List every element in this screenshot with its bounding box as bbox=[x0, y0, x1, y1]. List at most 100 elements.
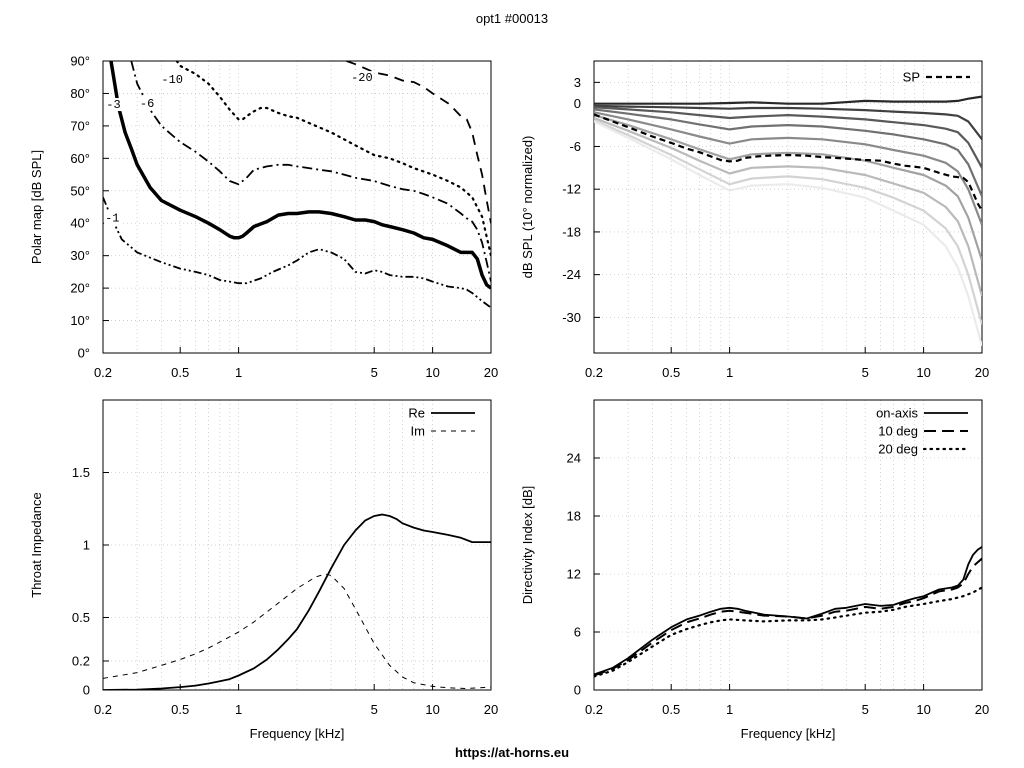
impedance-x-axis-label: Frequency [kHz] bbox=[250, 726, 345, 741]
impedance-x-tick-label: 0.5 bbox=[171, 702, 189, 717]
polar-annotation-bg bbox=[160, 73, 185, 87]
di-x-tick-label: 0.5 bbox=[662, 702, 680, 717]
polar-y-tick-label: 70° bbox=[70, 118, 90, 133]
normalized-polar-curve-90deg bbox=[594, 120, 982, 347]
di-y-tick-label: 0 bbox=[574, 683, 581, 698]
di-y-tick-label: 24 bbox=[567, 451, 581, 466]
di-y-axis-label: Directivity Index [dB] bbox=[520, 486, 535, 605]
normalized-y-tick-label: 0 bbox=[574, 96, 581, 111]
impedance-grid bbox=[103, 400, 491, 690]
di-legend-label: 20 deg bbox=[878, 442, 918, 457]
polar-annotation-bg bbox=[105, 98, 122, 112]
polar-y-tick-label: 40° bbox=[70, 216, 90, 231]
impedance-x-tick-label: 10 bbox=[425, 702, 439, 717]
polar-annotation: -6 bbox=[140, 97, 154, 111]
normalized-polar-curve-20deg bbox=[594, 104, 982, 140]
di-y-tick-label: 18 bbox=[567, 509, 581, 524]
polar-series--1 bbox=[103, 196, 491, 309]
di-series-on-axis bbox=[594, 546, 982, 676]
normalized-polar-curve-70deg bbox=[594, 116, 982, 297]
polar-annotation-bg bbox=[138, 97, 156, 111]
impedance-y-tick-label: 1.5 bbox=[72, 465, 90, 480]
polar-panel: 0.2 0.5 1 5 10 20 0° 10° 20° 30° 40° 50° 60° 70° 80° 90… bbox=[29, 54, 498, 381]
normalized-series-SP bbox=[594, 113, 982, 212]
polar-annotation-bg bbox=[104, 211, 121, 225]
normalized-polar-curve-50deg bbox=[594, 111, 982, 226]
normalized-y-tick-label: -30 bbox=[562, 310, 581, 325]
polar-x-tick-label: 0.5 bbox=[171, 365, 189, 380]
polar-plot-area bbox=[103, 61, 491, 309]
di-y-tick-label: 6 bbox=[574, 625, 581, 640]
di-legend-label: on-axis bbox=[876, 406, 918, 421]
normalized-x-tick-label: 0.2 bbox=[585, 365, 603, 380]
polar-y-tick-label: 10° bbox=[70, 313, 90, 328]
normalized-y-axis-label: dB SPL (10° normalized) bbox=[520, 136, 535, 279]
figure-title: opt1 #00013 bbox=[476, 11, 548, 26]
normalized-polar-curve-30deg bbox=[594, 106, 982, 169]
normalized-polar-curve-40deg bbox=[594, 108, 982, 197]
normalized-y-tick-label: -12 bbox=[562, 182, 581, 197]
impedance-legend-label: Re bbox=[408, 406, 425, 421]
impedance-panel: 0.2 0.5 1 5 10 20 0 0.2 0.5 1 1.5 Frequency [kHz] Th… bbox=[29, 399, 498, 741]
polar-y-tick-label: 60° bbox=[70, 151, 90, 166]
impedance-y-tick-label: 0 bbox=[83, 683, 90, 698]
polar-x-tick-label: 20 bbox=[484, 365, 498, 380]
normalized-legend: SP bbox=[903, 70, 970, 85]
normalized-x-tick-label: 1 bbox=[726, 365, 733, 380]
normalized-y-tick-label: -6 bbox=[569, 139, 581, 154]
polar-annotation: -20 bbox=[351, 71, 373, 85]
impedance-x-tick-label: 5 bbox=[371, 702, 378, 717]
impedance-y-tick-label: 0.5 bbox=[72, 610, 90, 625]
impedance-series-Im bbox=[103, 573, 491, 689]
impedance-y-tick-label: 1 bbox=[83, 538, 90, 553]
polar-y-tick-label: 30° bbox=[70, 248, 90, 263]
polar-grid bbox=[103, 61, 491, 353]
polar-y-tick-label: 0° bbox=[78, 346, 90, 361]
normalized-y-tick-label: -18 bbox=[562, 224, 581, 239]
normalized-polar-curve-60deg bbox=[594, 114, 982, 261]
di-x-tick-label: 5 bbox=[862, 702, 869, 717]
di-x-tick-label: 1 bbox=[726, 702, 733, 717]
polar-x-tick-label: 5 bbox=[371, 365, 378, 380]
di-y-tick-label: 12 bbox=[567, 567, 581, 582]
polar-annotation-bg bbox=[350, 71, 374, 85]
polar-y-tick-label: 80° bbox=[70, 86, 90, 101]
di-plot-area bbox=[594, 546, 982, 678]
impedance-x-tick-label: 20 bbox=[484, 702, 498, 717]
polar-y-tick-label: 90° bbox=[70, 54, 90, 69]
polar-x-tick-label: 10 bbox=[425, 365, 439, 380]
polar-x-tick-label: 0.2 bbox=[94, 365, 112, 380]
di-legend: on-axis 10 deg 20 deg bbox=[876, 406, 970, 457]
impedance-x-tick-label: 0.2 bbox=[94, 702, 112, 717]
di-x-tick-label: 10 bbox=[916, 702, 930, 717]
polar-annotation: -1 bbox=[105, 212, 119, 226]
polar-series--20 bbox=[346, 61, 491, 224]
di-panel: 0.2 0.5 1 5 10 20 0 6 12 18 24 Frequency [kHz] Direc… bbox=[520, 399, 989, 741]
di-frame bbox=[593, 399, 983, 691]
polar-y-tick-label: 50° bbox=[70, 183, 90, 198]
normalized-polar-curve-10deg bbox=[594, 95, 982, 105]
impedance-x-tick-label: 1 bbox=[235, 702, 242, 717]
impedance-series-Re bbox=[103, 513, 491, 690]
normalized-x-tick-label: 10 bbox=[916, 365, 930, 380]
normalized-y-tick-label: 3 bbox=[574, 75, 581, 90]
normalized-x-tick-label: 0.5 bbox=[662, 365, 680, 380]
normalized-polar-curve-80deg bbox=[594, 119, 982, 325]
impedance-legend-label: Im bbox=[411, 424, 425, 439]
di-legend-label: 10 deg bbox=[878, 424, 918, 439]
normalized-x-tick-label: 20 bbox=[975, 365, 989, 380]
footer-url: https://at-horns.eu bbox=[455, 745, 569, 760]
impedance-y-axis-label: Throat Impedance bbox=[29, 492, 44, 598]
normalized-y-tick-label: -24 bbox=[562, 267, 581, 282]
polar-y-axis-label: Polar map [dB SPL] bbox=[29, 150, 44, 264]
di-x-tick-label: 0.2 bbox=[585, 702, 603, 717]
normalized-legend-label: SP bbox=[903, 70, 920, 85]
impedance-legend: Re Im bbox=[408, 406, 475, 439]
polar-x-tick-label: 1 bbox=[235, 365, 242, 380]
polar-series--10 bbox=[175, 61, 491, 257]
polar-annotation: -10 bbox=[161, 73, 183, 87]
normalized-grid bbox=[594, 61, 982, 353]
polar-series--6 bbox=[130, 61, 491, 282]
